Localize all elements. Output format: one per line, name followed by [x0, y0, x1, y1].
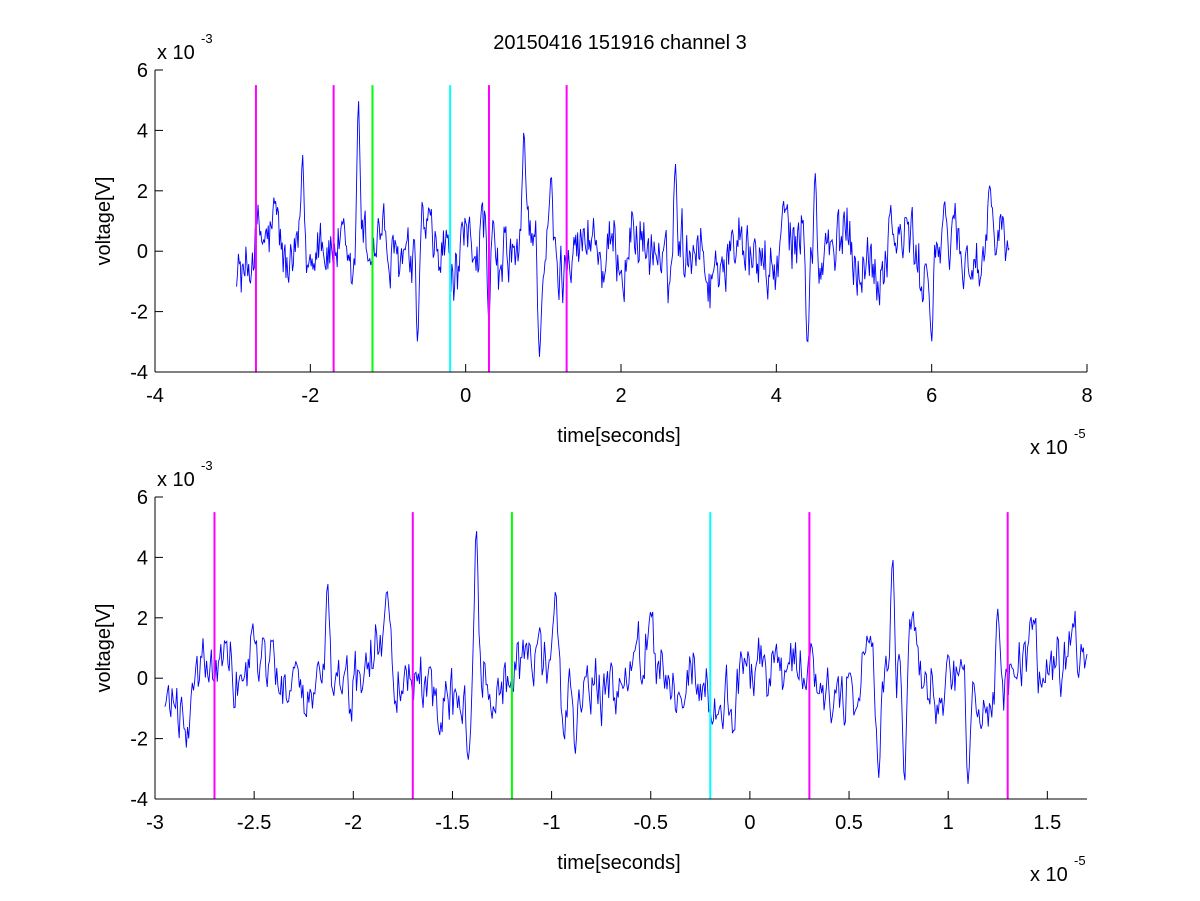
x-tick-label: -1: [543, 812, 561, 834]
x-tick-label: 4: [771, 385, 782, 407]
y-axis-label: voltage[V]: [93, 177, 115, 266]
y-tick-label: 4: [137, 120, 148, 142]
y-tick-label: 0: [137, 241, 148, 263]
top-plot: -4 -2 0 2 4 6 8 -4 -2 0 2 4 6 time[seconds] voltage[V]…: [93, 31, 1093, 459]
x-tick-label: 1: [943, 812, 954, 834]
y-exponent-power: -3: [201, 458, 213, 473]
y-tick-label: 4: [137, 547, 148, 569]
x-tick-label: 2: [615, 385, 626, 407]
signal-series-line: [236, 101, 1010, 357]
y-tick-label: 6: [137, 487, 148, 509]
x-tick-label: -3: [146, 812, 164, 834]
x-exponent-base: x 10: [1030, 437, 1068, 459]
x-axis-label: time[seconds]: [557, 425, 680, 447]
figure-title: 20150416 151916 channel 3: [493, 32, 747, 54]
x-axis-label: time[seconds]: [557, 852, 680, 874]
x-exponent-base: x 10: [1030, 864, 1068, 886]
y-axis-label: voltage[V]: [93, 604, 115, 693]
x-tick-label: 0: [744, 812, 755, 834]
x-tick-label: 1.5: [1033, 812, 1061, 834]
y-tick-label: -2: [130, 302, 148, 324]
y-exponent-base: x 10: [157, 42, 195, 64]
x-tick-label: -2: [344, 812, 362, 834]
y-exponent-power: -3: [201, 31, 213, 46]
y-tick-label: 0: [137, 668, 148, 690]
x-tick-label: 0.5: [835, 812, 863, 834]
x-tick-label: 8: [1081, 385, 1092, 407]
x-tick-label: -2: [301, 385, 319, 407]
y-tick-label: -4: [130, 789, 148, 811]
y-exponent-base: x 10: [157, 469, 195, 491]
bottom-plot: -3 -2.5 -2 -1.5 -1 -0.5 0 0.5 1 1.5 -4 -2 0 2 4 6 time[s…: [93, 458, 1088, 886]
y-tick-label: -2: [130, 729, 148, 751]
x-exponent-power: -5: [1074, 853, 1086, 868]
x-tick-label: -4: [146, 385, 164, 407]
y-tick-label: 6: [137, 60, 148, 82]
y-tick-label: -4: [130, 362, 148, 384]
x-tick-label: -2.5: [237, 812, 271, 834]
x-tick-label: 6: [926, 385, 937, 407]
x-tick-label: 0: [460, 385, 471, 407]
x-tick-label: -0.5: [634, 812, 668, 834]
y-tick-label: 2: [137, 608, 148, 630]
x-tick-label: -1.5: [435, 812, 469, 834]
x-exponent-power: -5: [1074, 426, 1086, 441]
signal-series-line: [164, 531, 1088, 784]
y-tick-label: 2: [137, 181, 148, 203]
